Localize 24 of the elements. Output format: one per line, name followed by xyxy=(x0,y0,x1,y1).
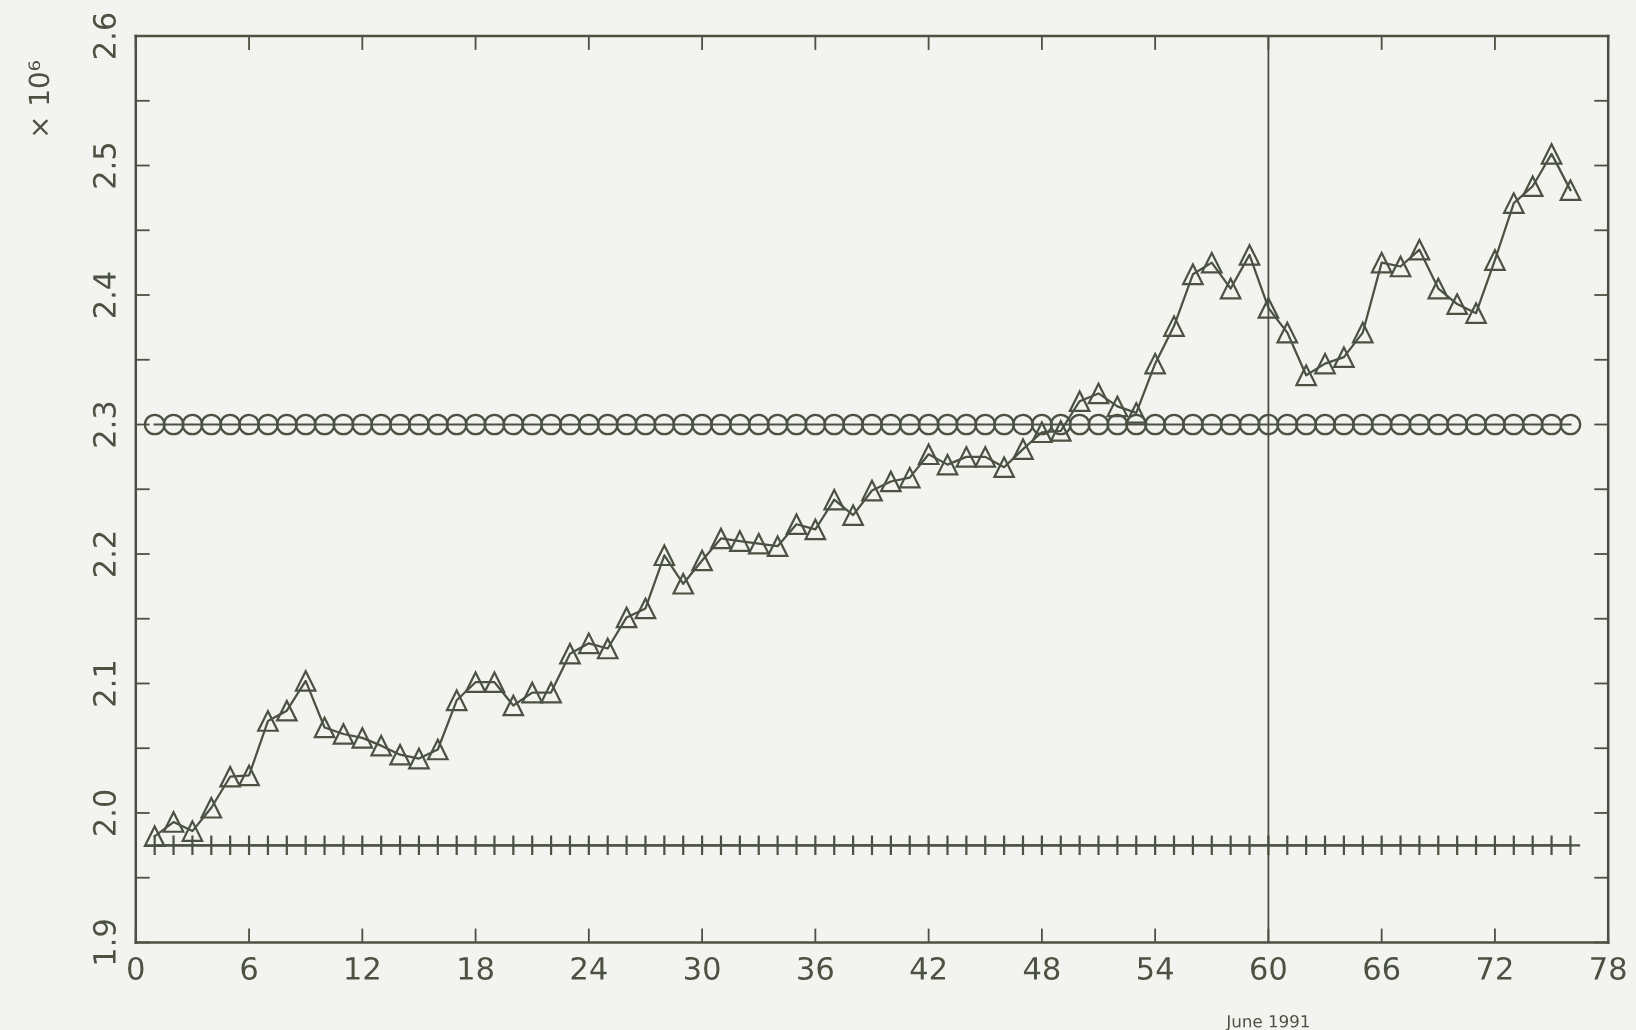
y-tick-label: 2.6 xyxy=(92,13,116,59)
x-tick-label: 54 xyxy=(1138,957,1173,980)
y-axis-title: × 10⁶ xyxy=(28,61,50,135)
y-tick-label: 2.4 xyxy=(92,272,116,318)
x-tick-label: 48 xyxy=(1023,956,1060,980)
x-tick-label: 30 xyxy=(684,956,720,980)
x-tick-label: 18 xyxy=(459,956,493,980)
x-tick-label: 36 xyxy=(798,956,833,980)
y-tick-label: 2.2 xyxy=(92,532,116,577)
x-tick-label: 0 xyxy=(128,956,144,980)
x-tick-label: 42 xyxy=(910,956,945,980)
y-tick-label: 1.9 xyxy=(92,920,116,964)
x-tick-label: 78 xyxy=(1591,956,1626,980)
x-tick-label: 6 xyxy=(241,956,257,980)
y-tick-label: 2.3 xyxy=(92,402,116,447)
x-tick-label: 24 xyxy=(571,956,607,980)
y-tick-label: 2.0 xyxy=(92,790,116,836)
x-tick-label: 60 xyxy=(1251,956,1286,980)
x-tick-label: 66 xyxy=(1364,956,1400,980)
y-tick-label: 2.5 xyxy=(92,143,116,188)
ref-line-label: June 1991 xyxy=(1225,1014,1309,1030)
x-tick-label: 72 xyxy=(1477,956,1512,980)
x-tick-label: 12 xyxy=(346,956,379,980)
y-tick-label: 2.1 xyxy=(92,662,116,706)
